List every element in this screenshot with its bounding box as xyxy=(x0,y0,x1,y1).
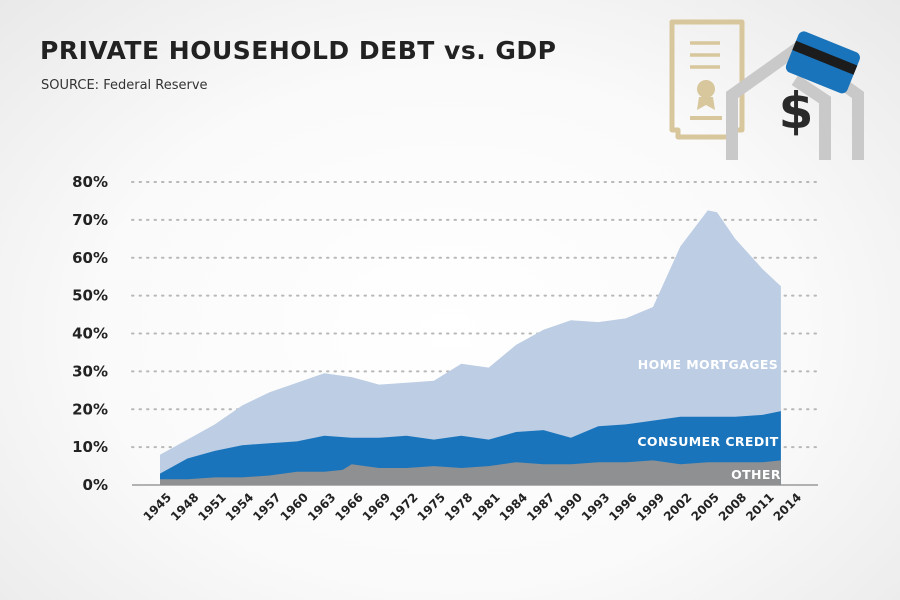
x-tick-label: 1999 xyxy=(634,490,668,524)
y-tick-label: 20% xyxy=(72,400,108,418)
x-tick-label: 1975 xyxy=(415,490,449,524)
x-tick-label: 1978 xyxy=(442,490,476,524)
series-labels: OTHER CONSUMER CREDIT HOME MORTGAGES xyxy=(637,357,781,482)
x-tick-label: 1966 xyxy=(332,490,366,524)
x-tick-label: 1984 xyxy=(497,490,531,524)
x-tick-label: 1990 xyxy=(551,490,585,524)
x-tick-label: 2005 xyxy=(688,490,722,524)
y-tick-label: 40% xyxy=(72,325,108,343)
y-axis: 0% 10% 20% 30% 40% 50% 60% 70% 80% xyxy=(72,173,108,494)
y-tick-label: 10% xyxy=(72,438,108,456)
x-tick-label: 1993 xyxy=(579,490,613,524)
svg-text:$: $ xyxy=(779,82,814,140)
x-tick-label: 1951 xyxy=(195,490,229,524)
x-tick-label: 1948 xyxy=(168,490,202,524)
y-tick-label: 50% xyxy=(72,287,108,305)
x-tick-label: 2008 xyxy=(716,490,750,524)
y-tick-label: 30% xyxy=(72,362,108,380)
x-tick-label: 1981 xyxy=(469,490,503,524)
credit-card-icon xyxy=(785,31,860,94)
x-tick-label: 1969 xyxy=(360,490,394,524)
series-label-other: OTHER xyxy=(731,467,781,482)
area-other xyxy=(160,460,781,485)
x-axis: 1945194819511954195719601963196619691972… xyxy=(141,490,805,524)
y-tick-label: 70% xyxy=(72,211,108,229)
y-tick-label: 60% xyxy=(72,249,108,267)
x-tick-label: 1957 xyxy=(250,490,284,524)
dollar-sign-icon: $ xyxy=(779,82,814,140)
chart-source: SOURCE: Federal Reserve xyxy=(41,78,208,93)
y-tick-label: 0% xyxy=(83,476,108,494)
plot-area xyxy=(160,210,781,485)
series-label-consumer-credit: CONSUMER CREDIT xyxy=(637,434,778,449)
x-tick-label: 1996 xyxy=(606,490,640,524)
x-tick-label: 1987 xyxy=(524,490,558,524)
x-tick-label: 1945 xyxy=(141,490,175,524)
x-tick-label: 2002 xyxy=(661,490,695,524)
y-tick-label: 80% xyxy=(72,173,108,191)
source-prefix: SOURCE: xyxy=(41,78,100,93)
source-value: Federal Reserve xyxy=(103,78,208,93)
area-home-mortgages xyxy=(160,210,781,485)
x-tick-label: 2011 xyxy=(743,490,777,524)
x-tick-label: 1960 xyxy=(278,490,312,524)
x-tick-label: 1972 xyxy=(387,490,421,524)
x-tick-label: 1963 xyxy=(305,490,339,524)
series-label-home-mortgages: HOME MORTGAGES xyxy=(638,357,778,372)
chart-title: PRIVATE HOUSEHOLD DEBT vs. GDP xyxy=(40,36,557,65)
x-tick-label: 2014 xyxy=(771,490,805,524)
x-tick-label: 1954 xyxy=(223,490,257,524)
